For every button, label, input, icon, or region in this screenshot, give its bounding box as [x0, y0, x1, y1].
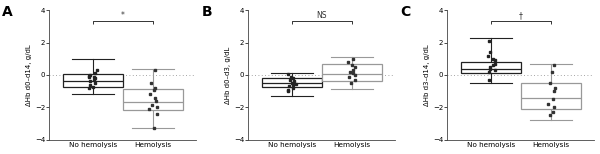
FancyBboxPatch shape [322, 65, 382, 81]
Y-axis label: ΔHb d0–d14, g/dL: ΔHb d0–d14, g/dL [26, 44, 32, 106]
Text: NS: NS [317, 11, 327, 20]
Text: C: C [400, 5, 410, 19]
FancyBboxPatch shape [262, 78, 322, 87]
Text: *: * [121, 11, 125, 20]
Y-axis label: ΔHb d0–d3, g/dL: ΔHb d0–d3, g/dL [225, 46, 231, 104]
Text: A: A [2, 5, 13, 19]
Text: †: † [519, 11, 523, 20]
Text: B: B [202, 5, 212, 19]
FancyBboxPatch shape [123, 89, 182, 110]
FancyBboxPatch shape [521, 83, 581, 109]
FancyBboxPatch shape [461, 62, 521, 73]
FancyBboxPatch shape [63, 74, 123, 87]
Y-axis label: ΔHb d3–d14, g/dL: ΔHb d3–d14, g/dL [424, 44, 430, 106]
